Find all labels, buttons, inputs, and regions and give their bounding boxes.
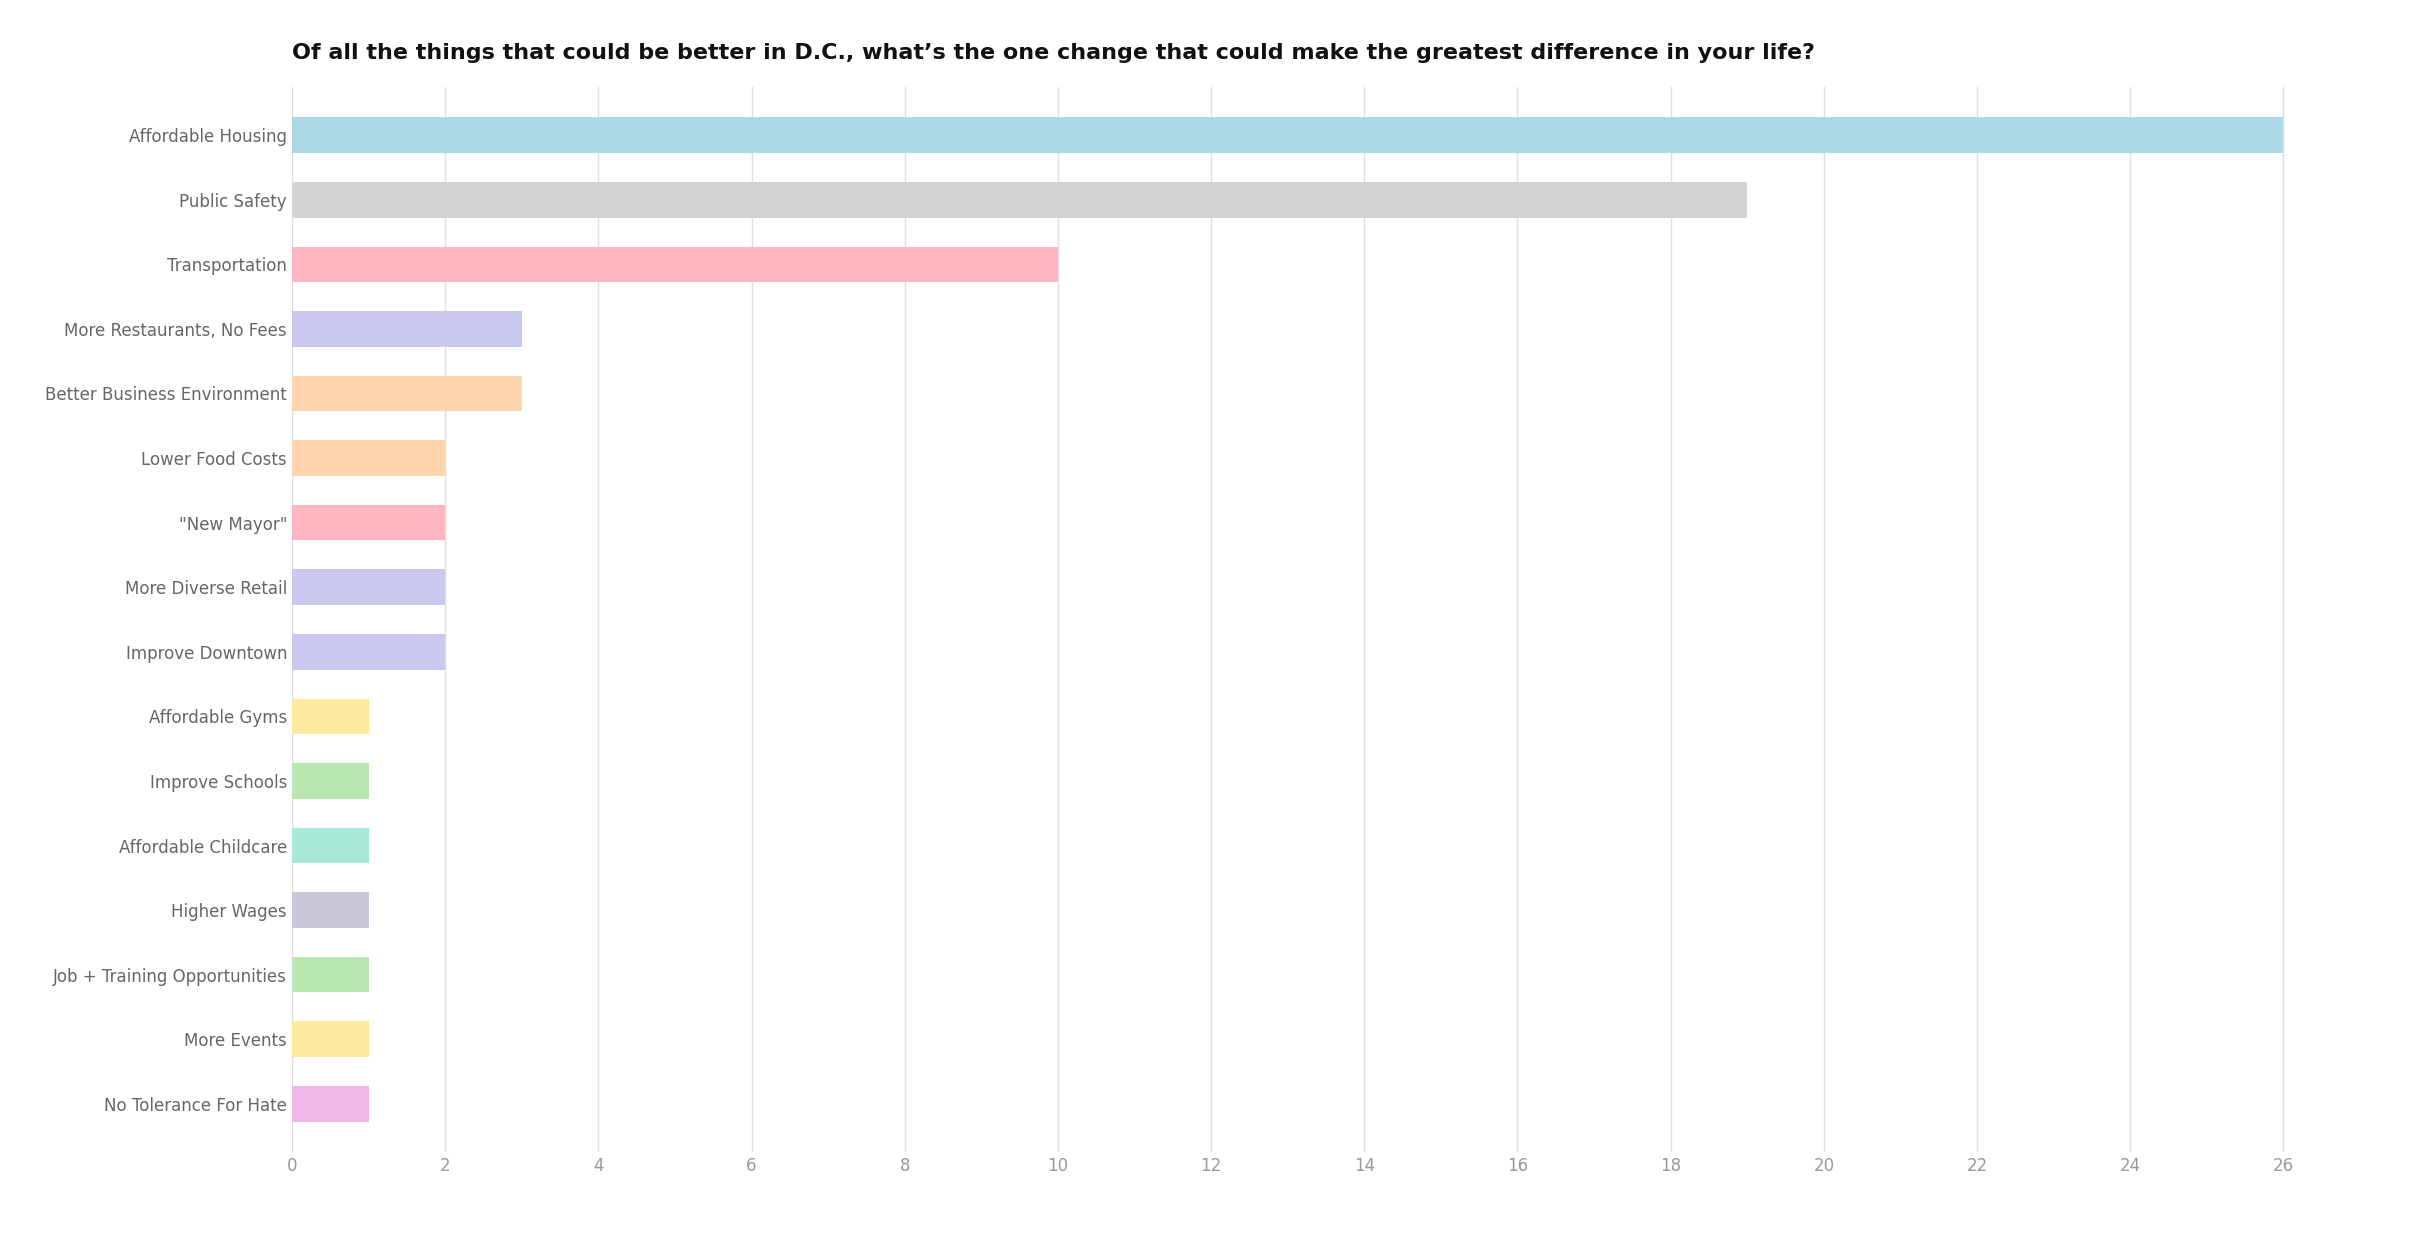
Bar bbox=[292, 763, 367, 799]
Bar bbox=[292, 699, 367, 735]
Bar bbox=[292, 570, 445, 605]
Bar bbox=[292, 118, 2285, 152]
Bar bbox=[292, 247, 1058, 282]
Bar bbox=[292, 504, 445, 540]
Bar bbox=[292, 182, 1747, 218]
Bar bbox=[292, 1021, 367, 1057]
Bar bbox=[292, 828, 367, 864]
Bar bbox=[292, 957, 367, 992]
Bar bbox=[292, 1087, 367, 1121]
Text: Of all the things that could be better in D.C., what’s the one change that could: Of all the things that could be better i… bbox=[292, 43, 1815, 63]
Bar bbox=[292, 634, 445, 669]
Bar bbox=[292, 311, 521, 347]
Bar bbox=[292, 440, 445, 476]
Bar bbox=[292, 375, 521, 411]
Bar bbox=[292, 892, 367, 928]
